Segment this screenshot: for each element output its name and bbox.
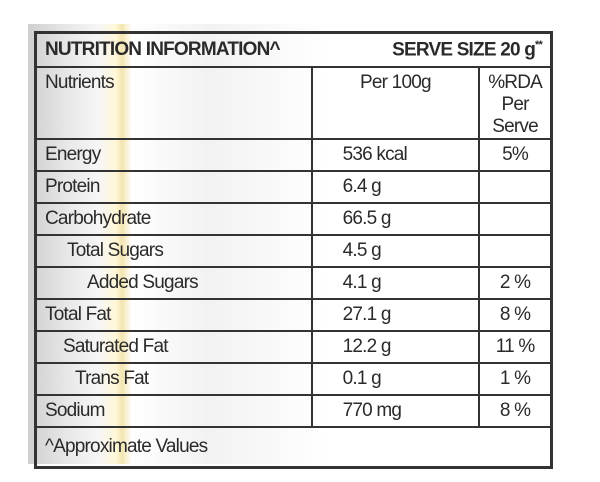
nutrient-name: Trans Fat <box>34 362 313 396</box>
table-row: Carbohydrate 66.5 g <box>34 202 553 236</box>
col-rda-line1: %RDA <box>488 72 543 93</box>
footnote-row: ^Approximate Values <box>34 426 553 469</box>
rda-value: 2 % <box>478 266 553 300</box>
per-100g-value: 536 kcal <box>310 138 481 172</box>
nutrient-name: Total Sugars <box>34 234 313 268</box>
table-row: Energy 536 kcal 5% <box>34 138 553 172</box>
col-per-100g: Per 100g <box>310 66 481 140</box>
rda-value <box>478 170 553 204</box>
nutrient-name: Sodium <box>34 394 313 428</box>
serve-size: SERVE SIZE 20 g** <box>392 38 543 61</box>
per-100g-value: 66.5 g <box>310 202 481 236</box>
title-row: NUTRITION INFORMATION^ SERVE SIZE 20 g** <box>34 31 553 68</box>
col-rda-line2: Per Serve <box>492 94 538 137</box>
rda-value: 11 % <box>478 330 553 364</box>
rda-value: 8 % <box>478 298 553 332</box>
per-100g-value: 0.1 g <box>310 362 481 396</box>
nutrient-name: Saturated Fat <box>34 330 313 364</box>
per-100g-value: 12.2 g <box>310 330 481 364</box>
nutrient-name: Added Sugars <box>34 266 313 300</box>
footnote: ^Approximate Values <box>34 426 553 469</box>
per-100g-value: 27.1 g <box>310 298 481 332</box>
rda-value <box>478 202 553 236</box>
table-title: NUTRITION INFORMATION^ <box>45 38 281 60</box>
table-row: Protein 6.4 g <box>34 170 553 204</box>
nutrient-name: Total Fat <box>34 298 313 332</box>
rda-value: 1 % <box>478 362 553 396</box>
col-rda: %RDA Per Serve <box>478 66 553 140</box>
serve-size-text: SERVE SIZE 20 g <box>392 39 536 61</box>
per-100g-value: 6.4 g <box>310 170 481 204</box>
column-header-row: Nutrients Per 100g %RDA Per Serve <box>34 66 553 140</box>
per-100g-value: 770 mg <box>310 394 481 428</box>
nutrient-name: Protein <box>34 170 313 204</box>
rda-value: 5% <box>478 138 553 172</box>
table-row: Sodium 770 mg 8 % <box>34 394 553 428</box>
per-100g-value: 4.1 g <box>310 266 481 300</box>
per-100g-value: 4.5 g <box>310 234 481 268</box>
table-row: Saturated Fat 12.2 g 11 % <box>34 330 553 364</box>
table-row: Total Sugars 4.5 g <box>34 234 553 268</box>
rda-value: 8 % <box>478 394 553 428</box>
nutrition-table: NUTRITION INFORMATION^ SERVE SIZE 20 g**… <box>34 31 553 469</box>
serve-size-mark: ** <box>535 38 543 51</box>
nutrient-name: Energy <box>34 138 313 172</box>
col-nutrients: Nutrients <box>34 66 313 140</box>
rda-value <box>478 234 553 268</box>
nutrient-name: Carbohydrate <box>34 202 313 236</box>
